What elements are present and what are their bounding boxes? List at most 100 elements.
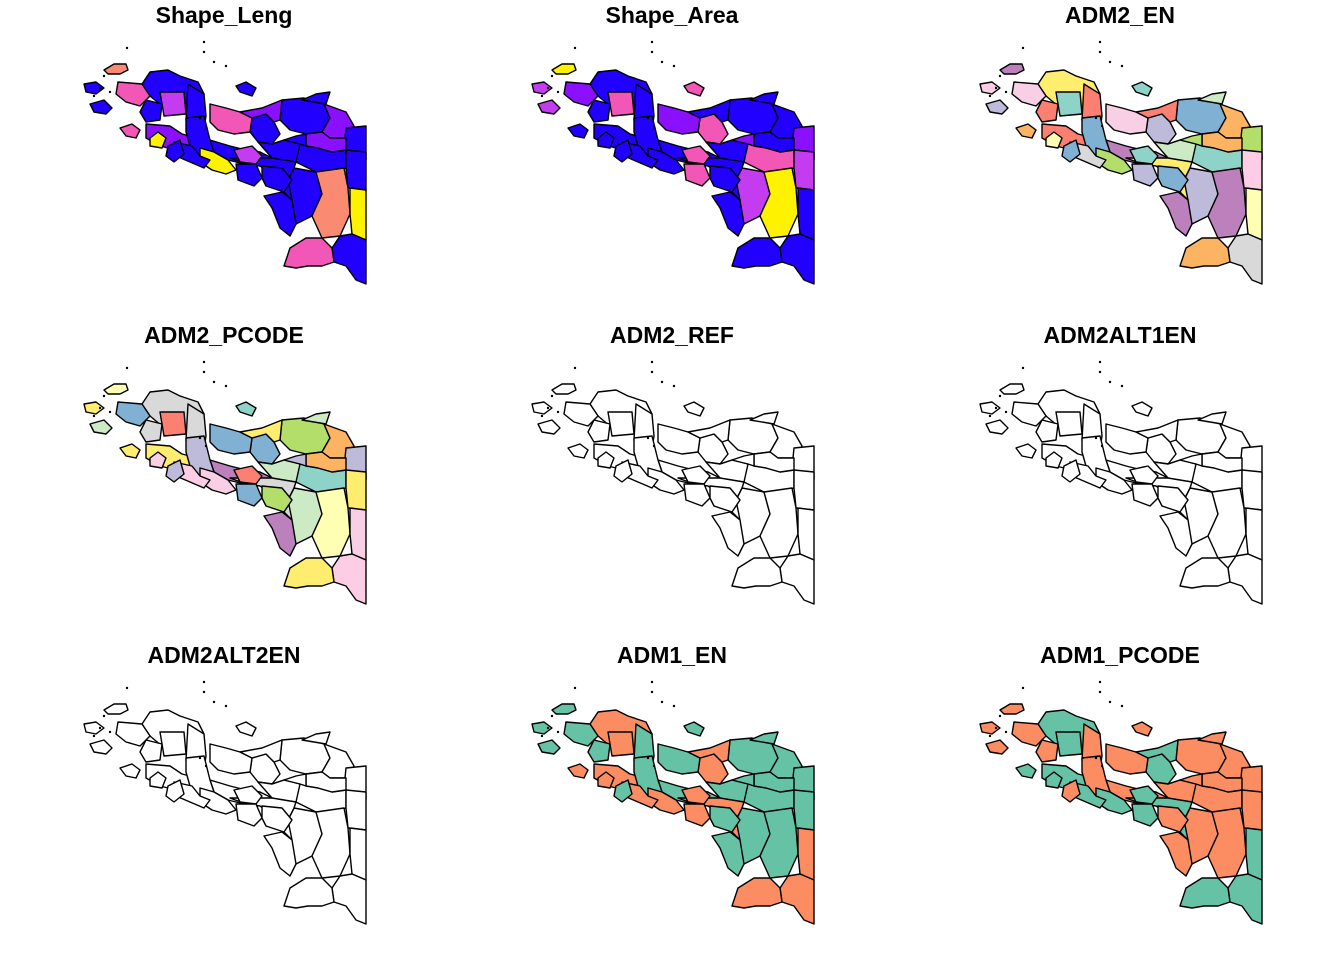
district-polygon (613, 459, 633, 483)
island-dot (1094, 116, 1098, 120)
district-polygon (139, 419, 163, 443)
district-polygon (1035, 419, 1059, 443)
district-polygon (711, 511, 745, 557)
district-polygon (1129, 785, 1159, 805)
district-polygon (1129, 145, 1159, 165)
island-dot (1021, 686, 1025, 690)
island-dot (125, 686, 129, 690)
island-dot (1098, 680, 1102, 684)
district-polygon (999, 383, 1025, 395)
island-dot (540, 734, 544, 738)
island-dot (1098, 370, 1102, 374)
island-dot (92, 414, 96, 418)
island-dot (1120, 64, 1124, 68)
district-polygon (263, 831, 297, 877)
island-dot (540, 414, 544, 418)
district-polygon (709, 165, 741, 193)
island-dot (98, 86, 102, 90)
district-polygon (239, 739, 283, 763)
district-polygon (1227, 873, 1263, 925)
map-adm2-ref (531, 360, 815, 605)
island-dot (998, 714, 1002, 718)
district-polygon (115, 401, 151, 427)
island-dot (546, 726, 550, 730)
island-dot (660, 60, 664, 64)
district-polygon (681, 465, 711, 485)
district-polygon (235, 721, 257, 737)
district-polygon (209, 423, 253, 455)
district-polygon (1011, 81, 1047, 107)
island-dot (198, 756, 202, 760)
district-polygon (1131, 163, 1159, 187)
island-dot (1120, 704, 1124, 708)
district-polygon (793, 789, 815, 831)
island-dot (98, 726, 102, 730)
district-polygon (1159, 831, 1193, 877)
district-polygon (1179, 877, 1231, 909)
island-dot (1004, 90, 1008, 94)
district-polygon (597, 451, 615, 469)
map-adm2-en (979, 40, 1263, 285)
district-polygon (311, 487, 351, 559)
district-polygon (149, 131, 167, 149)
district-polygon (261, 485, 293, 513)
district-polygon (349, 187, 367, 241)
island-dot (202, 690, 206, 694)
district-polygon (103, 703, 129, 715)
district-polygon (1167, 773, 1203, 787)
district-polygon (271, 133, 307, 147)
island-dot (1098, 690, 1102, 694)
district-polygon (1105, 423, 1149, 455)
district-polygon (1159, 511, 1193, 557)
island-dot (650, 40, 654, 44)
island-dot (550, 394, 554, 398)
district-polygon (1197, 91, 1227, 105)
district-polygon (779, 553, 815, 605)
panel-title: ADM2_REF (610, 322, 734, 348)
island-dot (650, 370, 654, 374)
district-polygon (759, 807, 799, 879)
island-dot (202, 680, 206, 684)
island-dot (550, 74, 554, 78)
island-dot (994, 86, 998, 90)
district-polygon (681, 145, 711, 165)
district-polygon (1207, 167, 1247, 239)
map-panel-adm1-pcode: ADM1_PCODE (896, 640, 1344, 960)
island-dot (212, 60, 216, 64)
district-polygon (985, 739, 1009, 755)
district-polygon (305, 771, 347, 793)
district-polygon (1245, 507, 1263, 561)
district-polygon (985, 419, 1009, 435)
district-polygon (89, 739, 113, 755)
island-dot (1004, 410, 1008, 414)
district-polygon (283, 877, 335, 909)
island-dot (660, 700, 664, 704)
island-dot (108, 410, 112, 414)
district-polygon (235, 81, 257, 97)
district-polygon (1011, 401, 1047, 427)
island-dot (998, 74, 1002, 78)
district-polygon (1201, 451, 1243, 473)
district-polygon (1245, 187, 1263, 241)
district-polygon (537, 99, 561, 115)
district-polygon (83, 401, 105, 415)
island-dot (1094, 756, 1098, 760)
district-polygon (345, 149, 367, 191)
district-polygon (753, 131, 795, 153)
district-polygon (1131, 81, 1153, 97)
panel-title: ADM2ALT2EN (147, 642, 301, 668)
island-dot (224, 64, 228, 68)
island-dot (1094, 436, 1098, 440)
island-dot (573, 366, 577, 370)
island-dot (202, 40, 206, 44)
district-polygon (711, 831, 745, 877)
district-polygon (263, 511, 297, 557)
district-polygon (89, 99, 113, 115)
district-polygon (301, 91, 331, 105)
island-dot (652, 444, 656, 448)
district-polygon (103, 383, 129, 395)
island-dot (204, 444, 208, 448)
map-panel-adm2alt2en: ADM2ALT2EN (0, 640, 448, 960)
district-polygon (1055, 91, 1083, 117)
district-polygon (119, 443, 141, 459)
